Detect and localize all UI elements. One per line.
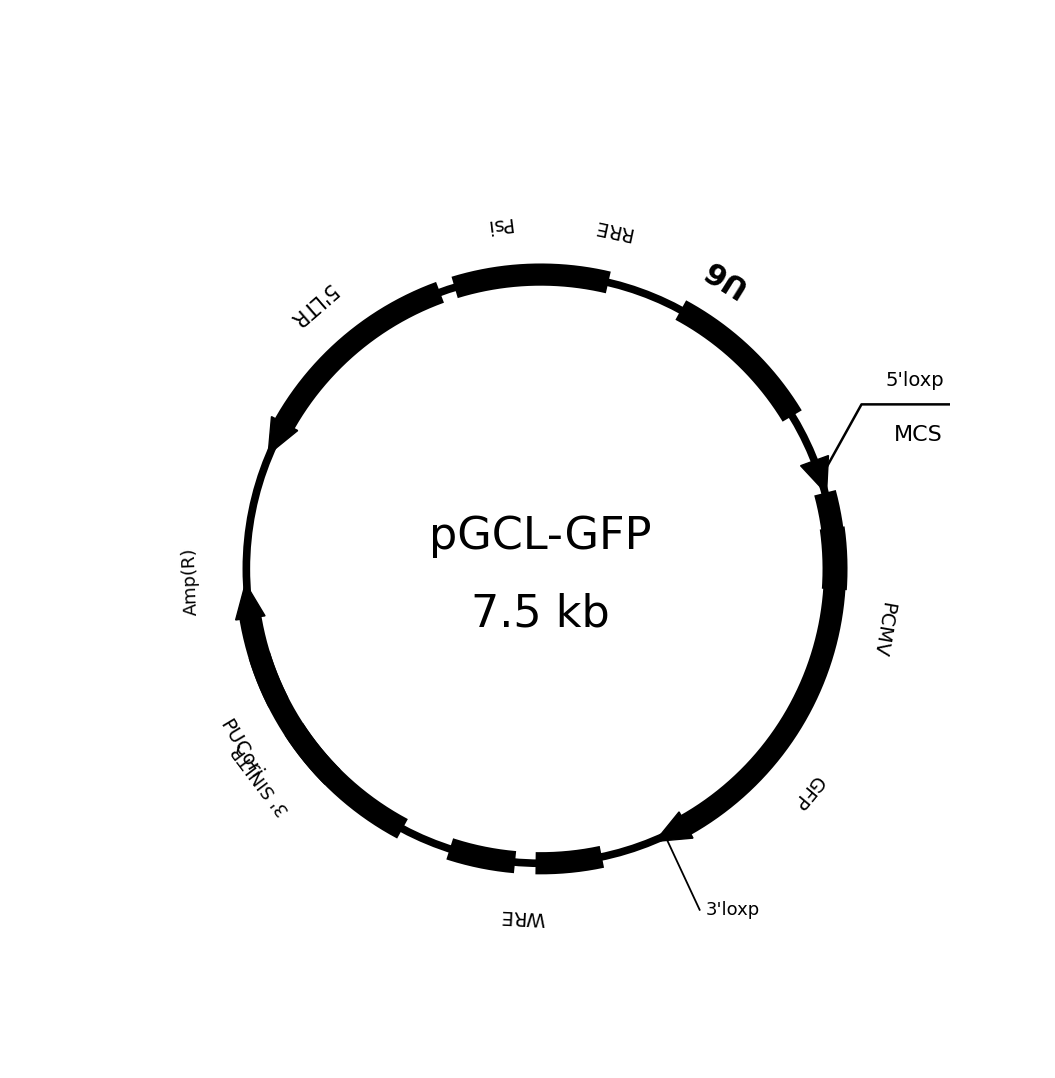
Text: 3' SINLTR: 3' SINLTR: [229, 741, 293, 818]
Text: 5'LTR: 5'LTR: [284, 279, 339, 330]
Text: 5'loxp: 5'loxp: [885, 371, 944, 389]
Text: U6: U6: [696, 252, 751, 301]
Text: Amp(R): Amp(R): [180, 547, 202, 616]
Polygon shape: [268, 416, 298, 455]
Text: RRE: RRE: [592, 216, 634, 243]
Text: MCS: MCS: [895, 425, 943, 445]
Polygon shape: [801, 456, 828, 494]
Text: pGCL-GFP: pGCL-GFP: [429, 514, 652, 557]
Text: 7.5 kb: 7.5 kb: [472, 593, 610, 635]
Polygon shape: [235, 583, 265, 620]
Text: PUCori: PUCori: [216, 716, 266, 782]
Text: Psi: Psi: [484, 213, 513, 235]
Text: 3'loxp: 3'loxp: [706, 901, 761, 918]
Text: PCMV: PCMV: [868, 600, 897, 659]
Polygon shape: [655, 812, 693, 842]
Text: GFP: GFP: [787, 772, 826, 813]
Text: WRE: WRE: [499, 906, 545, 927]
